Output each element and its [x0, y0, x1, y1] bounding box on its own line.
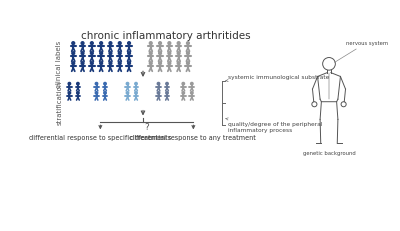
Circle shape — [72, 52, 75, 55]
Circle shape — [104, 92, 106, 95]
Circle shape — [157, 92, 160, 95]
Circle shape — [81, 52, 84, 55]
Circle shape — [109, 52, 112, 55]
Circle shape — [126, 92, 129, 95]
Circle shape — [118, 43, 121, 45]
Circle shape — [109, 63, 112, 65]
Text: nervous system: nervous system — [334, 41, 388, 63]
Text: differential response to specific treatments: differential response to specific treatm… — [29, 134, 172, 140]
Circle shape — [72, 63, 75, 65]
Text: systemic immunological substrate: systemic immunological substrate — [226, 75, 330, 82]
Text: chronic inflammatory arthritides: chronic inflammatory arthritides — [82, 31, 251, 41]
Circle shape — [159, 52, 162, 55]
Circle shape — [186, 43, 189, 45]
Circle shape — [95, 83, 98, 85]
Circle shape — [149, 43, 152, 45]
Text: stratification: stratification — [56, 80, 62, 124]
Circle shape — [72, 43, 75, 45]
Circle shape — [190, 92, 193, 95]
Circle shape — [128, 63, 130, 65]
Circle shape — [100, 52, 102, 55]
Circle shape — [128, 52, 130, 55]
Circle shape — [100, 43, 102, 45]
Circle shape — [90, 43, 93, 45]
Circle shape — [100, 63, 102, 65]
Circle shape — [168, 52, 171, 55]
Circle shape — [128, 43, 130, 45]
Circle shape — [135, 92, 137, 95]
Circle shape — [77, 92, 79, 95]
Circle shape — [177, 52, 180, 55]
Circle shape — [166, 83, 168, 85]
Circle shape — [168, 43, 171, 45]
Circle shape — [68, 83, 71, 85]
Circle shape — [186, 52, 189, 55]
Circle shape — [126, 83, 129, 85]
Circle shape — [166, 92, 168, 95]
Text: genetic background: genetic background — [303, 150, 355, 155]
Text: clinical labels: clinical labels — [56, 40, 62, 87]
Circle shape — [77, 83, 79, 85]
Circle shape — [186, 63, 189, 65]
Circle shape — [118, 63, 121, 65]
Circle shape — [104, 83, 106, 85]
Circle shape — [68, 92, 71, 95]
Circle shape — [149, 63, 152, 65]
Circle shape — [168, 63, 171, 65]
Circle shape — [95, 92, 98, 95]
Circle shape — [135, 83, 137, 85]
Circle shape — [182, 83, 184, 85]
Circle shape — [177, 43, 180, 45]
Circle shape — [90, 63, 93, 65]
Text: quality/degree of the peripheral
inflammatory process: quality/degree of the peripheral inflamm… — [226, 118, 323, 132]
Text: ?: ? — [144, 123, 149, 132]
Circle shape — [182, 92, 184, 95]
Circle shape — [109, 43, 112, 45]
Circle shape — [90, 52, 93, 55]
Circle shape — [177, 63, 180, 65]
Circle shape — [159, 43, 162, 45]
Text: differential response to any treatment: differential response to any treatment — [130, 134, 256, 140]
Circle shape — [149, 52, 152, 55]
Circle shape — [157, 83, 160, 85]
Circle shape — [190, 83, 193, 85]
Circle shape — [81, 43, 84, 45]
Circle shape — [118, 52, 121, 55]
Circle shape — [159, 63, 162, 65]
Circle shape — [81, 63, 84, 65]
